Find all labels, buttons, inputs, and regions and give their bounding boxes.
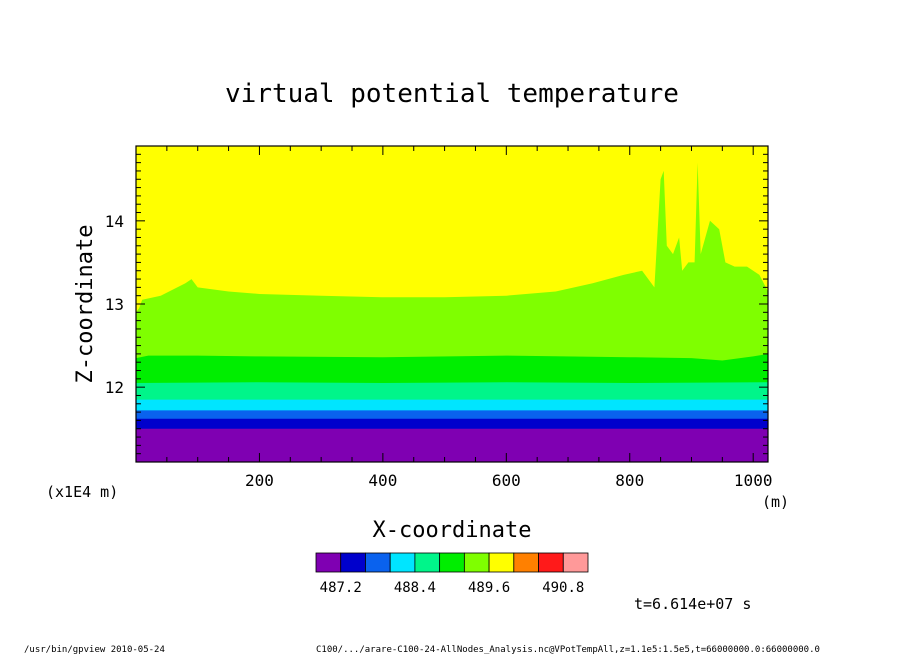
x-tick-label: 800	[615, 471, 644, 490]
colorbar-swatch	[562, 552, 589, 573]
y-tick-label: 12	[105, 378, 124, 397]
x-unit-label: (m)	[762, 493, 789, 511]
colorbar-swatch	[365, 552, 391, 573]
x-tick-label: 400	[368, 471, 397, 490]
y-axis-label: Z-coordinate	[73, 225, 98, 384]
chart-title: virtual potential temperature	[225, 79, 679, 109]
footer-left: /usr/bin/gpview 2010-05-24	[24, 645, 165, 654]
x-axis-label: X-coordinate	[373, 518, 532, 543]
colorbar-swatch	[488, 552, 515, 573]
y-tick-label: 13	[105, 295, 124, 314]
x-tick-label: 200	[245, 471, 274, 490]
y-unit-label: (x1E4 m)	[46, 483, 118, 501]
colorbar-swatch	[389, 552, 416, 573]
colorbar-label: 487.2	[320, 580, 362, 596]
colorbar-label: 489.6	[468, 580, 510, 596]
colorbar-swatch	[414, 552, 441, 573]
time-label: t=6.614e+07 s	[634, 595, 751, 613]
colorbar-swatch	[538, 552, 564, 573]
x-ticks: 200 400 600 800 1000	[166, 146, 773, 490]
colorbar-swatch	[340, 552, 366, 573]
plot-area: 200 400 600 800 1000 12 13 14	[105, 145, 773, 490]
x-tick-label: 1000	[734, 471, 773, 490]
contour-bands	[136, 146, 768, 462]
colorbar-label: 488.4	[394, 580, 436, 596]
colorbar-swatch	[439, 552, 465, 573]
colorbar-labels: 487.2 488.4 489.6 490.8	[320, 580, 585, 596]
x-tick-label: 600	[492, 471, 521, 490]
colorbar-swatch	[463, 552, 490, 573]
footer-right: C100/.../arare-C100-24-AllNodes_Analysis…	[316, 645, 820, 654]
y-tick-label: 14	[105, 212, 124, 231]
contour-band-8	[136, 428, 768, 462]
colorbar-swatch	[315, 552, 342, 573]
colorbar	[315, 552, 589, 573]
colorbar-swatch	[513, 552, 539, 573]
y-ticks: 12 13 14	[105, 153, 768, 455]
colorbar-label: 490.8	[542, 580, 584, 596]
